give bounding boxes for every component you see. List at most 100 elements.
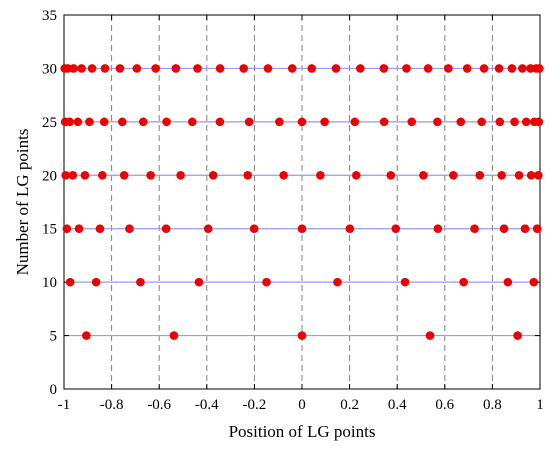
data-point [351, 170, 361, 180]
data-point [497, 170, 506, 180]
y-tick-label: 20 [42, 168, 57, 184]
y-tick-label: 25 [42, 115, 57, 131]
data-point [433, 117, 442, 127]
data-point [433, 224, 443, 234]
data-point [239, 64, 248, 73]
data-point [176, 170, 185, 180]
data-point [162, 117, 171, 127]
data-point [514, 170, 524, 180]
data-point [316, 170, 325, 180]
x-tick-labels: -1 -0.8 -0.6 -0.4 -0.2 0 0.2 0.4 0.6 0.8 1 [58, 397, 544, 413]
data-point [503, 277, 513, 287]
data-point [513, 331, 522, 340]
data-point [85, 117, 94, 127]
data-point [115, 64, 125, 73]
data-point [407, 117, 417, 127]
data-point [459, 277, 468, 287]
x-tick-label: 0.6 [435, 397, 454, 413]
data-point [529, 277, 539, 287]
data-point [534, 170, 543, 180]
data-point [65, 117, 75, 127]
data-point [320, 117, 329, 127]
data-point [534, 64, 544, 73]
y-tick-label: 10 [42, 275, 57, 291]
data-point [80, 170, 90, 180]
data-point [494, 64, 504, 73]
data-point [479, 64, 489, 73]
data-point [82, 331, 91, 340]
data-point [379, 117, 389, 127]
data-point [521, 117, 531, 127]
data-point [73, 117, 83, 127]
data-point [499, 224, 509, 234]
data-point [297, 117, 307, 127]
data-point [187, 117, 197, 127]
data-point [379, 64, 389, 73]
data-point [171, 64, 181, 73]
data-point [391, 224, 401, 234]
x-tick-label: -0.8 [100, 397, 124, 413]
x-tick-label: -0.2 [243, 397, 267, 413]
data-point [419, 170, 428, 180]
data-point [62, 224, 72, 234]
data-point [520, 224, 530, 234]
data-point [98, 170, 107, 180]
data-point [456, 117, 466, 127]
data-point [297, 331, 307, 340]
data-point [136, 277, 145, 287]
data-point [345, 224, 355, 234]
data-point [146, 170, 155, 180]
data-point [100, 64, 110, 73]
y-tick-label: 35 [42, 8, 57, 24]
data-point [263, 64, 273, 73]
data-point [510, 117, 519, 127]
data-point [95, 224, 105, 234]
data-point [243, 170, 253, 180]
data-point [99, 117, 109, 127]
data-point [132, 64, 142, 73]
data-point [65, 277, 75, 287]
data-point [215, 117, 225, 127]
data-point [249, 224, 259, 234]
data-point [287, 64, 297, 73]
x-tick-label: -0.6 [147, 397, 171, 413]
x-tick-label: -0.4 [195, 397, 219, 413]
data-point [244, 117, 254, 127]
data-point [470, 224, 479, 234]
data-point [333, 277, 342, 287]
grid-layer [111, 15, 493, 389]
data-points [60, 64, 544, 340]
data-point [518, 64, 527, 73]
data-point [203, 224, 213, 234]
data-point [534, 117, 544, 127]
data-point [449, 170, 458, 180]
data-point [87, 64, 97, 73]
data-point [331, 64, 341, 73]
data-point [307, 64, 317, 73]
data-point [262, 277, 271, 287]
x-tick-label: 0 [298, 397, 306, 413]
data-point [477, 117, 486, 127]
data-point [194, 277, 204, 287]
data-point [402, 64, 411, 73]
data-point [151, 64, 160, 73]
data-point [444, 64, 453, 73]
data-point [279, 170, 288, 180]
data-point [118, 117, 127, 127]
data-point [215, 64, 225, 73]
y-tick-label: 30 [42, 61, 57, 77]
data-point [475, 170, 485, 180]
data-point [526, 170, 536, 180]
data-point [350, 117, 360, 127]
x-tick-label: 0.4 [388, 397, 407, 413]
data-point [400, 277, 410, 287]
data-point [507, 64, 517, 73]
data-point [68, 170, 78, 180]
data-point [69, 64, 78, 73]
x-tick-label: -1 [58, 397, 71, 413]
data-point [119, 170, 129, 180]
x-tick-label: 1 [536, 397, 544, 413]
data-point [423, 64, 433, 73]
x-tick-label: 0.8 [483, 397, 502, 413]
